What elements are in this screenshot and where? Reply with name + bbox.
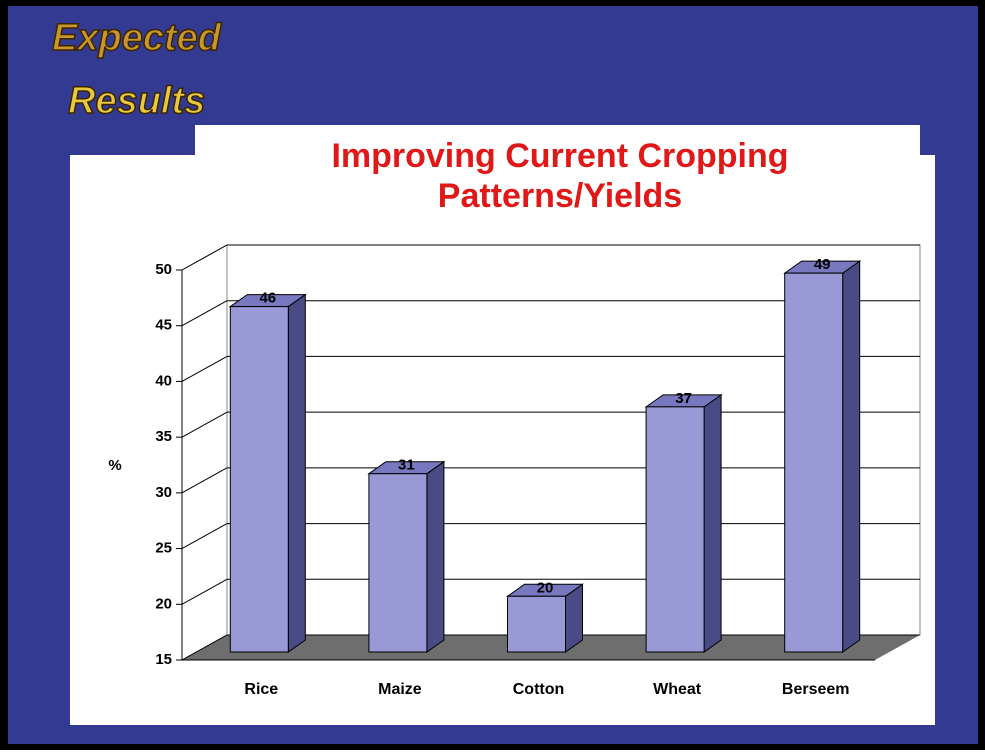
y-tick-label: 20 [155, 595, 172, 612]
y-tick-label: 30 [155, 484, 172, 501]
x-tick-label: Cotton [513, 681, 565, 698]
value-label: 20 [537, 579, 554, 596]
grid-line [181, 300, 228, 327]
grid-line [181, 467, 228, 494]
chart-title: Patterns/Yields [438, 177, 682, 215]
bar-front [784, 272, 844, 653]
grid-line [181, 634, 228, 661]
bar-side [842, 260, 861, 653]
bar [228, 293, 307, 653]
chart-title: Improving Current Cropping [331, 137, 788, 175]
bar-front [368, 473, 428, 653]
bar [644, 393, 723, 653]
grid-line [181, 578, 228, 605]
bar-side [287, 293, 306, 653]
side-wall [181, 244, 228, 661]
x-tick-label: Berseem [782, 681, 850, 698]
y-tick-label: 15 [155, 651, 172, 668]
y-tick-label: 50 [155, 261, 172, 278]
bar-front [645, 406, 705, 653]
bar [783, 260, 862, 653]
y-tick-label: 35 [155, 428, 172, 445]
bar-front [229, 306, 289, 653]
value-label: 37 [675, 390, 692, 407]
value-label: 46 [259, 290, 276, 307]
value-label: 49 [814, 256, 831, 273]
grid-line [181, 244, 228, 271]
x-tick-label: Rice [244, 681, 278, 698]
bar-front [507, 595, 566, 653]
bar-side [703, 393, 722, 653]
slide-heading: Expected [52, 17, 222, 59]
bar [505, 583, 585, 653]
slide-heading: Results [68, 80, 205, 122]
bar-side [426, 460, 445, 653]
value-label: 31 [398, 457, 415, 474]
grid-line [181, 523, 228, 550]
y-axis-label: % [108, 457, 121, 474]
y-tick-label: 45 [155, 317, 172, 334]
plot: 15 20 25 30 35 40 45 50 Rice 46 Maize 31 Cotton 20 Whe… [155, 244, 921, 698]
y-tick-label: 40 [155, 372, 172, 389]
bar [367, 460, 446, 653]
y-tick-label: 25 [155, 540, 172, 557]
x-tick-label: Maize [378, 681, 422, 698]
grid-line [181, 411, 228, 438]
x-tick-label: Wheat [653, 681, 702, 698]
grid-line [181, 355, 228, 382]
